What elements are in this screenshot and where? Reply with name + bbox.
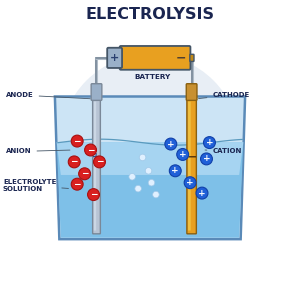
Circle shape <box>200 153 212 165</box>
Circle shape <box>88 189 100 200</box>
Circle shape <box>145 167 152 174</box>
Text: −: − <box>74 136 81 146</box>
Text: CATHODE: CATHODE <box>199 92 250 99</box>
Text: +: + <box>167 140 175 148</box>
Text: −: − <box>96 158 103 166</box>
Circle shape <box>148 179 155 186</box>
Text: +: + <box>110 53 119 63</box>
Polygon shape <box>57 142 243 175</box>
Text: +: + <box>92 152 101 162</box>
Circle shape <box>139 154 146 161</box>
Text: −: − <box>90 190 97 199</box>
Circle shape <box>94 156 105 168</box>
Text: −: − <box>81 169 88 178</box>
Text: −: − <box>186 151 197 164</box>
Text: +: + <box>186 178 194 187</box>
Circle shape <box>135 185 141 192</box>
FancyBboxPatch shape <box>187 98 196 234</box>
Circle shape <box>79 168 91 180</box>
Text: +: + <box>172 166 179 175</box>
Circle shape <box>177 148 189 160</box>
Polygon shape <box>57 142 243 238</box>
Text: −: − <box>70 158 78 166</box>
Circle shape <box>165 138 177 150</box>
Circle shape <box>169 165 181 177</box>
Circle shape <box>196 187 208 199</box>
Text: +: + <box>198 189 206 198</box>
Circle shape <box>203 136 215 148</box>
Text: −: − <box>87 146 94 154</box>
Text: +: + <box>179 150 187 159</box>
Text: BATTERY: BATTERY <box>135 74 171 80</box>
Circle shape <box>153 191 159 198</box>
Text: +: + <box>203 154 210 164</box>
Polygon shape <box>55 97 245 239</box>
Circle shape <box>129 173 135 180</box>
Circle shape <box>71 178 83 190</box>
Circle shape <box>68 156 80 168</box>
Circle shape <box>61 55 239 233</box>
Text: ANION: ANION <box>6 148 70 154</box>
FancyBboxPatch shape <box>120 46 190 70</box>
FancyBboxPatch shape <box>91 84 102 100</box>
FancyBboxPatch shape <box>188 102 191 230</box>
Text: +: + <box>206 138 213 147</box>
FancyBboxPatch shape <box>93 98 101 234</box>
Circle shape <box>184 177 196 189</box>
Circle shape <box>71 135 83 147</box>
FancyBboxPatch shape <box>94 102 96 230</box>
Text: CATION: CATION <box>205 148 242 154</box>
Text: ANODE: ANODE <box>6 92 90 99</box>
Text: ELECTROLYSIS: ELECTROLYSIS <box>85 7 214 22</box>
Text: −: − <box>74 180 81 189</box>
Text: ELECTROLYTE
SOLUTION: ELECTROLYTE SOLUTION <box>3 179 68 192</box>
Circle shape <box>85 144 97 156</box>
FancyBboxPatch shape <box>186 84 197 100</box>
FancyBboxPatch shape <box>190 54 194 61</box>
Text: −: − <box>176 51 187 64</box>
FancyBboxPatch shape <box>107 48 122 68</box>
